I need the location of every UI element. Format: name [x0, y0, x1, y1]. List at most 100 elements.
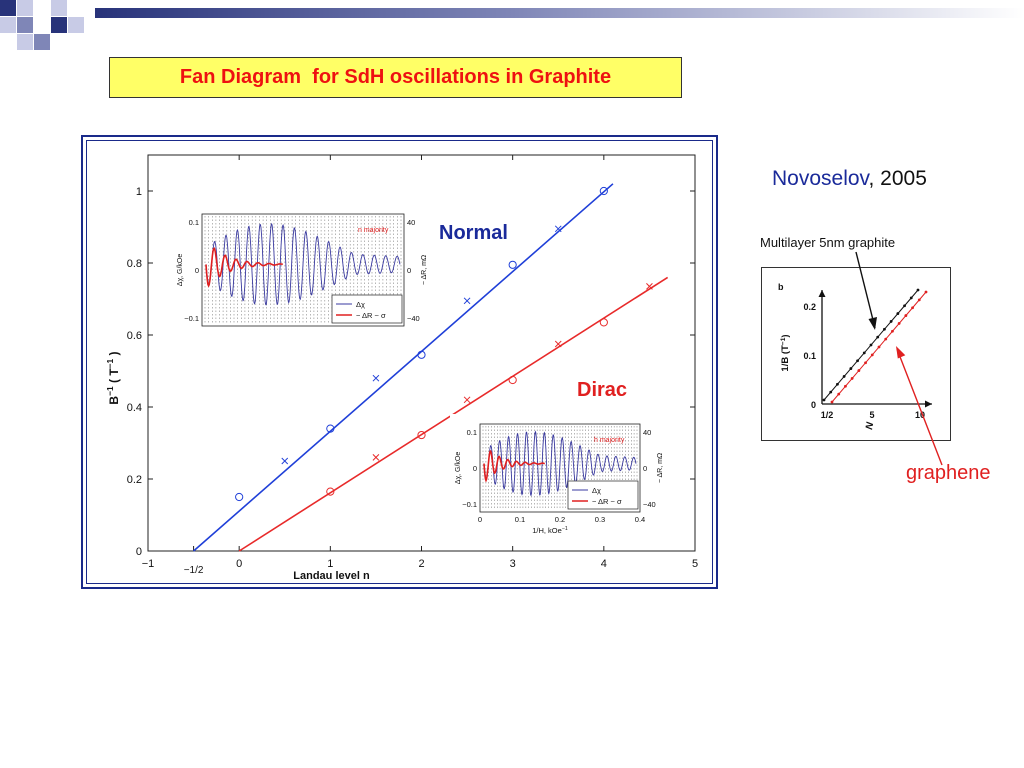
novoselov-x-tick-label: 5 — [869, 410, 874, 420]
novoselov-black-point — [883, 327, 886, 331]
y-tick-label: 0.8 — [127, 258, 142, 270]
x-tick-label: 4 — [601, 558, 607, 570]
normal-cross-point — [372, 374, 380, 382]
novoselov-black-point — [862, 351, 866, 355]
inset-normal-left-tick-label: 0 — [195, 266, 199, 275]
y-axis-label: B−1 ( T−1 ) — [105, 351, 121, 404]
normal-fit-line — [193, 183, 614, 552]
normal-circle-point — [417, 350, 426, 359]
novoselov-black-point — [889, 320, 893, 323]
inset-dirac-x-tick-label: 0.1 — [515, 515, 525, 524]
novoselov-chart: b 0 0.1 0.2 1/2 5 10 N 1/B (T−1) — [778, 282, 932, 431]
novoselov-black-point — [856, 359, 859, 363]
novoselov-red-point — [830, 400, 834, 404]
novoselov-red-point — [884, 337, 888, 341]
inset-normal-right-tick-label: 40 — [407, 218, 415, 227]
novoselov-red-point — [917, 298, 921, 302]
y-tick-label: 0 — [136, 546, 142, 558]
novoselov-y-tick-label: 0 — [811, 400, 816, 410]
dirac-cross-point — [463, 396, 471, 404]
novoselov-red-point — [911, 306, 914, 310]
x-tick-label: 5 — [692, 558, 698, 570]
inset-dirac-left-tick-label: 0.1 — [467, 428, 477, 437]
novoselov-x-arrowhead — [925, 400, 932, 408]
multilayer-label: Multilayer 5nm graphite — [760, 235, 896, 250]
inset-dirac-legend-box — [567, 480, 639, 510]
normal-cross-point — [554, 225, 562, 233]
normal-circle-point — [508, 260, 517, 269]
dirac-circle-point — [599, 318, 608, 327]
y-tick-label: 0.2 — [127, 474, 142, 486]
novoselov-x-tick-label: 10 — [915, 410, 925, 420]
dirac-cross-stroke — [646, 283, 653, 290]
normal-cross-point — [463, 297, 471, 305]
inset-dirac-right-axis-label: − ΔR, mΩ — [657, 453, 664, 483]
x-tick-label: 1 — [327, 558, 333, 570]
novoselov-x-axis-label: N — [864, 421, 876, 431]
inset-dirac-dR-trace — [483, 450, 545, 483]
inset-normal-right-tick-label: −40 — [407, 314, 420, 323]
inset-normal-legend-box — [331, 294, 403, 324]
dirac-cross-point — [554, 340, 562, 348]
inset-normal-legend-dR-label: − ΔR ~ σ — [356, 311, 386, 320]
novoselov-y-arrowhead — [818, 290, 826, 297]
novoselov-red-point — [850, 377, 854, 380]
annotation-dirac: Dirac — [577, 379, 627, 401]
header-band-graphic — [0, 0, 1024, 50]
inset-dirac-x-tick-label: 0.3 — [595, 515, 605, 524]
x-tick-label-half: −1/2 — [184, 565, 204, 576]
y-tick-label: 0.4 — [127, 402, 142, 414]
dirac-cross-point — [646, 283, 653, 290]
x-axis-label: Landau level n — [293, 570, 370, 582]
inset-dirac-annotation: h majority — [594, 437, 625, 444]
novoselov-black-point — [916, 288, 920, 292]
inset-dirac-right-tick-label: −40 — [643, 500, 656, 509]
dirac-cross-stroke — [554, 340, 562, 348]
novoselov-black-point — [903, 304, 906, 308]
novoselov-black-point — [876, 335, 880, 339]
inset-dirac-chi-trace — [483, 430, 637, 497]
inset-normal-right-tick-label: 0 — [407, 266, 411, 275]
novoselov-panel-letter: b — [778, 282, 784, 292]
x-tick-label: 2 — [418, 558, 424, 570]
normal-cross-stroke — [554, 225, 562, 233]
inset-normal-left-tick-label: 0.1 — [189, 218, 199, 227]
normal-cross-point — [281, 457, 289, 465]
novoselov-red-point — [904, 314, 908, 317]
normal-circle-point — [235, 492, 244, 502]
novoselov-black-point — [909, 296, 913, 300]
inset-normal-left-axis-label: Δχ, G/kOe — [177, 254, 184, 287]
y-tick-label: 1 — [136, 186, 142, 198]
novoselov-black-point — [869, 343, 873, 347]
inset-normal-annotation: n majority — [358, 227, 389, 234]
inset-dirac-legend-dR-label: − ΔR ~ σ — [592, 497, 622, 506]
citation: Novoselov, 2005 — [772, 167, 927, 191]
inset-dirac-legend-chi-label: Δχ — [592, 486, 601, 495]
novoselov-red-point — [857, 369, 861, 372]
inset-normal-inset: 0.1 0 −0.1 40 0 −40 Δχ, G/kOe − ΔR, mΩ n majorit… — [172, 204, 440, 334]
normal-circle-point — [326, 424, 335, 433]
inset-normal-chi-trace — [205, 222, 401, 306]
novoselov-x-tick-label: 1/2 — [821, 410, 834, 420]
normal-circle-point — [599, 186, 608, 196]
inset-dirac-right-tick-label: 40 — [643, 428, 651, 437]
x-tick-label: 3 — [510, 558, 516, 570]
x-tick-label: −1 — [142, 558, 155, 570]
novoselov-black-point — [842, 375, 846, 378]
inset-dirac-right-tick-label: 0 — [643, 464, 647, 473]
dirac-cross-stroke — [463, 396, 471, 404]
novoselov-black-point — [836, 382, 839, 386]
inset-dirac-x-tick-label: 0.2 — [555, 515, 565, 524]
inset-dirac-left-tick-label: −0.1 — [462, 500, 477, 509]
novoselov-red-point — [877, 345, 881, 349]
dirac-circle-point — [508, 375, 517, 385]
normal-cross-stroke — [281, 457, 289, 465]
novoselov-red-point — [924, 290, 928, 294]
novoselov-red-point — [864, 361, 867, 365]
novoselov-y-tick-label: 0.2 — [803, 302, 816, 312]
citation-year: , 2005 — [868, 167, 927, 190]
novoselov-black-point — [822, 398, 826, 402]
normal-cross-stroke — [372, 374, 380, 382]
